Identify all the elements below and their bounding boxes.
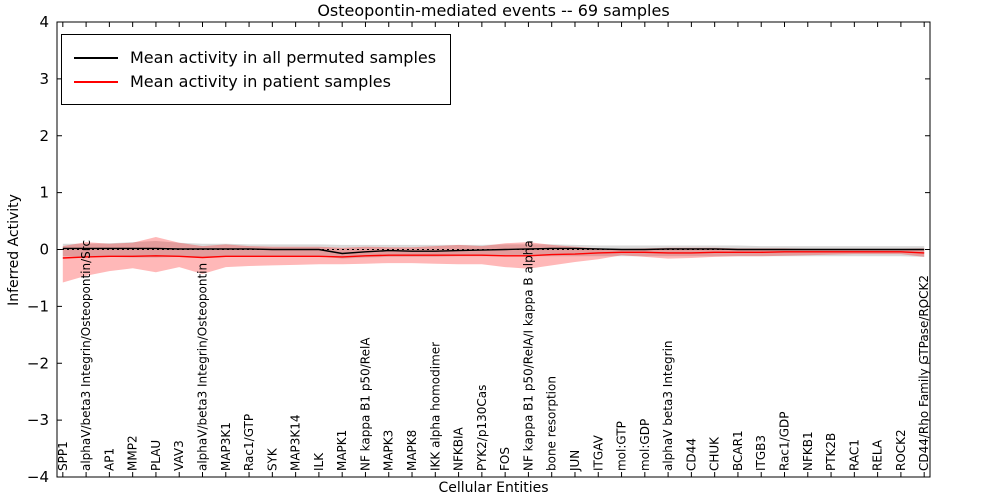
x-tick-label: ROCK2 xyxy=(894,429,908,471)
legend-label-permuted: Mean activity in all permuted samples xyxy=(130,48,437,67)
x-tick-label: SPP1 xyxy=(56,441,70,471)
legend-item-patient: Mean activity in patient samples xyxy=(74,72,436,91)
x-tick-label: NFKBIA xyxy=(452,426,466,471)
x-tick-label: CD44 xyxy=(684,438,698,471)
x-tick-label: JUN xyxy=(568,450,582,472)
x-tick-label: AP1 xyxy=(102,448,116,471)
x-tick-label: ILK xyxy=(312,452,326,471)
x-tick-label: alphaV beta3 Integrin xyxy=(661,340,675,471)
y-tick-label: 0 xyxy=(39,241,49,259)
x-tick-label: mol:GTP xyxy=(615,421,629,471)
x-tick-label: RAC1 xyxy=(847,439,861,471)
legend-line-swatch-patient xyxy=(74,80,118,83)
x-tick-label: MAP3K14 xyxy=(289,414,303,471)
y-tick-label: −1 xyxy=(27,297,49,315)
patient-mean-line xyxy=(62,251,925,259)
x-tick-label: MAPK8 xyxy=(405,430,419,471)
x-tick-label: NF kappa B1 p50/RelA xyxy=(358,337,372,471)
x-tick-label: PTK2B xyxy=(824,433,838,471)
y-tick-label: 3 xyxy=(39,70,49,88)
y-tick-label: 2 xyxy=(39,127,49,145)
x-tick-label: CD44/Rho Family GTPase/ROCK2 xyxy=(917,275,931,471)
x-tick-label: ITGAV xyxy=(591,434,605,471)
x-tick-label: Rac1/GDP xyxy=(778,412,792,471)
y-tick-label: −4 xyxy=(27,468,49,486)
y-tick-label: 4 xyxy=(39,13,49,31)
x-tick-label: ITGB3 xyxy=(754,435,768,471)
y-axis-label: Inferred Activity xyxy=(6,194,22,306)
x-tick-label: alphaV/beta3 Integrin/Osteopontin xyxy=(196,263,210,471)
x-tick-label: MAPK3 xyxy=(382,430,396,471)
legend-item-permuted: Mean activity in all permuted samples xyxy=(74,48,436,67)
y-tick-label: 1 xyxy=(39,184,49,202)
chart-title: Osteopontin-mediated events -- 69 sample… xyxy=(317,1,670,20)
x-tick-label: bone resorption xyxy=(545,376,559,471)
x-tick-label: alphaV/beta3 Integrin/Osteopontin/Src xyxy=(79,240,93,471)
x-tick-label: SYK xyxy=(265,447,279,471)
x-tick-label: PYK2/p130Cas xyxy=(475,385,489,471)
x-tick-label: Rac1/GTP xyxy=(242,414,256,471)
x-tick-label: RELA xyxy=(871,439,885,471)
x-tick-label: mol:GDP xyxy=(638,419,652,471)
x-tick-label: BCAR1 xyxy=(731,430,745,471)
x-tick-label: MAPK1 xyxy=(335,430,349,471)
permuted-mean-line xyxy=(62,247,925,255)
x-tick-label: FOS xyxy=(498,447,512,471)
x-tick-label: PLAU xyxy=(149,440,163,471)
x-tick-label: NFKB1 xyxy=(801,431,815,471)
x-tick-label: CHUK xyxy=(708,436,722,471)
x-tick-label: VAV3 xyxy=(172,440,186,471)
x-axis-label: Cellular Entities xyxy=(438,480,549,496)
x-tick-label: MAP3K1 xyxy=(219,422,233,471)
legend-label-patient: Mean activity in patient samples xyxy=(130,72,391,91)
y-tick-label: −3 xyxy=(27,411,49,429)
legend-line-swatch-permuted xyxy=(74,56,118,59)
x-tick-label: MMP2 xyxy=(126,435,140,471)
y-tick-label: −2 xyxy=(27,354,49,372)
x-tick-label: NF kappa B1 p50/RelA/I kappa B alpha xyxy=(521,240,535,471)
x-tick-label: IKK alpha homodimer xyxy=(428,342,442,471)
legend: Mean activity in all permuted samples Me… xyxy=(61,34,452,105)
